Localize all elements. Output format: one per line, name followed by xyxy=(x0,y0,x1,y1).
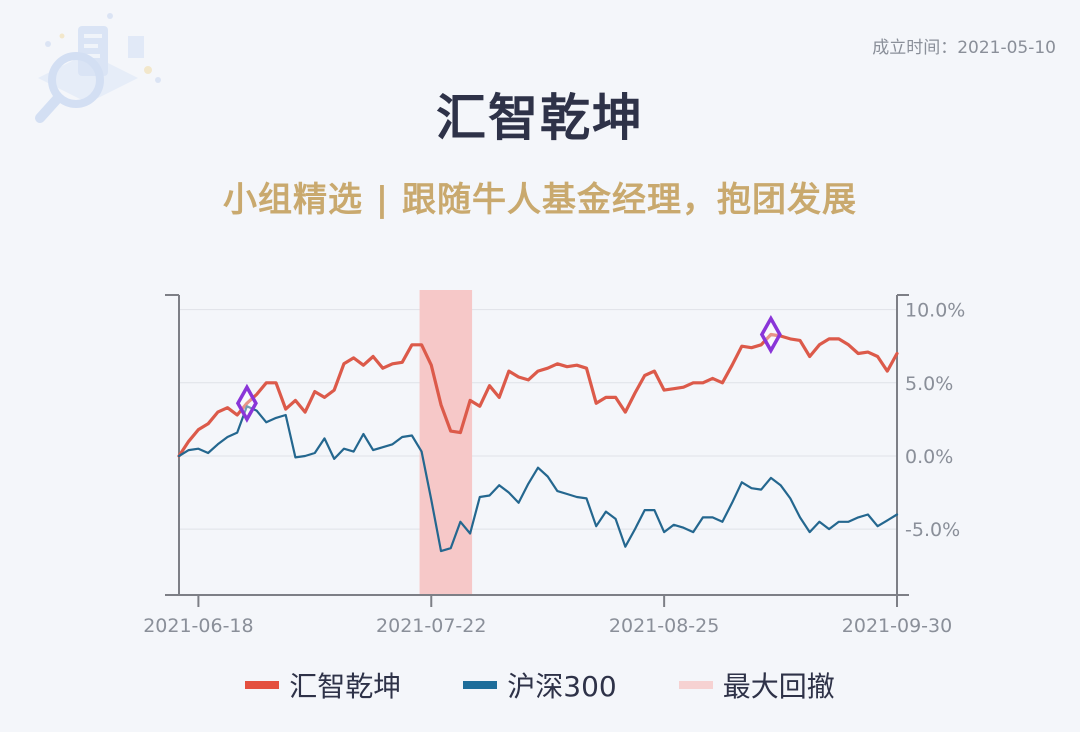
chart-legend: 汇智乾坤 沪深300 最大回撤 xyxy=(0,665,1080,705)
diamond-marker xyxy=(235,383,258,423)
legend-label-index: 沪深300 xyxy=(507,670,617,703)
diamond-marker xyxy=(759,314,782,355)
legend-item-index: 沪深300 xyxy=(463,665,617,705)
legend-label-fund: 汇智乾坤 xyxy=(289,670,402,703)
fund-line xyxy=(177,332,899,458)
marker-layer xyxy=(235,314,782,423)
legend-swatch-drawdown xyxy=(678,681,713,689)
legend-label-drawdown: 最大回撤 xyxy=(722,670,835,703)
legend-swatch-index xyxy=(463,681,498,689)
founded-date: 成立时间：2021-05-10 xyxy=(872,38,1056,58)
y-tick-label: 0.0% xyxy=(905,446,953,468)
series-layer xyxy=(177,332,899,553)
legend-swatch-fund xyxy=(245,681,280,689)
legend-item-fund: 汇智乾坤 xyxy=(245,665,401,705)
y-tick-label: -5.0% xyxy=(905,519,960,541)
x-tick-label: 2021-07-22 xyxy=(376,615,486,637)
axes xyxy=(165,294,909,607)
performance-chart: 10.0% 5.0% 0.0% -5.0% 2021-06-18 2021-07-22 20… xyxy=(143,290,965,637)
magnifier-illustration-icon xyxy=(35,13,161,123)
legend-item-drawdown: 最大回撤 xyxy=(678,665,835,705)
page-title: 汇智乾坤 xyxy=(436,89,644,147)
index-line xyxy=(177,405,899,553)
x-tick-label: 2021-06-18 xyxy=(143,615,253,637)
y-tick-label: 10.0% xyxy=(905,300,965,322)
y-tick-label: 5.0% xyxy=(905,373,953,395)
x-tick-label: 2021-09-30 xyxy=(842,615,952,637)
drawdown-band xyxy=(419,290,473,595)
label-layer: 10.0% 5.0% 0.0% -5.0% 2021-06-18 2021-07-22 20… xyxy=(143,300,965,637)
x-tick-label: 2021-08-25 xyxy=(609,615,719,637)
drawdown-band-layer xyxy=(419,290,473,595)
page-subtitle: 小组精选 | 跟随牛人基金经理，抱团发展 xyxy=(222,180,858,220)
